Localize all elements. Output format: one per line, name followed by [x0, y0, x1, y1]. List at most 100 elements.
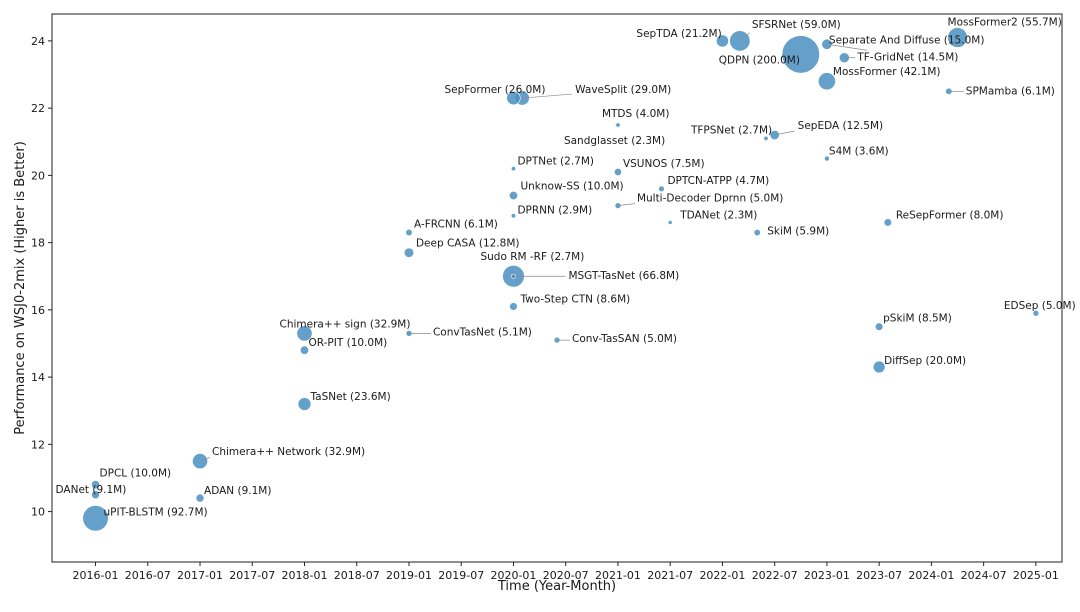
data-point [510, 166, 516, 172]
data-label: WaveSplit (29.0M) [575, 84, 671, 96]
data-label: TaSNet (23.6M) [310, 391, 391, 403]
x-tick-label: 2019-01 [386, 569, 432, 582]
data-label: Two-Step CTN (8.6M) [519, 293, 630, 305]
data-label: SPMamba (6.1M) [966, 85, 1055, 97]
leader-line [739, 32, 751, 42]
x-tick-label: 2024-01 [908, 569, 954, 582]
data-label: Multi-Decoder Dprnn (5.0M) [637, 193, 783, 205]
x-tick-label: 2019-07 [438, 569, 484, 582]
data-label: DANet (9.1M) [56, 484, 127, 496]
leader-line [826, 43, 867, 51]
leader-line [951, 37, 958, 46]
data-point [299, 345, 310, 355]
x-tick-label: 2018-01 [282, 569, 328, 582]
data-label: DPTNet (2.7M) [517, 156, 594, 168]
data-label: Deep CASA (12.8M) [416, 238, 520, 250]
data-point [195, 493, 205, 503]
data-label: pSkiM (8.5M) [883, 313, 952, 325]
data-label: SkiM (5.9M) [767, 226, 829, 238]
data-label: Chimera++ Network (32.9M) [212, 446, 365, 458]
data-label: DPCL (10.0M) [100, 468, 172, 480]
data-label: SepFormer (26.0M) [444, 84, 545, 96]
data-label: MossFormer (42.1M) [833, 66, 941, 78]
data-label: MTDS (4.0M) [602, 108, 670, 120]
data-label: ADAN (9.1M) [204, 485, 271, 497]
data-point [82, 505, 109, 532]
data-label: SepTDA (21.2M) [636, 28, 721, 40]
x-axis-title: Time (Year-Month) [497, 579, 616, 594]
data-point [510, 213, 517, 219]
leader-line [199, 456, 211, 462]
data-label: EDSep (5.0M) [1004, 300, 1076, 312]
data-label: ReSepFormer (8.0M) [896, 209, 1004, 221]
data-label: DPTCN-ATPP (4.7M) [667, 175, 769, 187]
data-point [509, 302, 518, 311]
x-tick-label: 2017-01 [177, 569, 223, 582]
x-tick-label: 2023-07 [856, 569, 902, 582]
y-tick-label: 18 [31, 237, 45, 250]
data-point [405, 228, 413, 237]
data-point [763, 135, 769, 141]
data-label: DPRNN (2.9M) [517, 205, 592, 217]
data-point [753, 228, 761, 237]
x-tick-label: 2022-07 [752, 569, 798, 582]
data-point [615, 122, 621, 128]
leader-line [522, 93, 573, 99]
x-tick-label: 2016-01 [73, 569, 119, 582]
data-point [817, 72, 836, 91]
leader-line [774, 130, 795, 136]
data-label: Sudo RM -RF (2.7M) [480, 251, 584, 263]
data-label: QDPN (200.0M) [719, 54, 800, 66]
data-point [91, 490, 100, 500]
data-label: Chimera++ sign (32.9M) [280, 318, 411, 330]
data-label: uPIT-BLSTM (92.7M) [104, 506, 208, 518]
data-point [403, 247, 415, 258]
data-point [716, 34, 729, 48]
data-label: TDANet (2.3M) [679, 209, 757, 221]
data-point [614, 168, 622, 176]
data-labels: uPIT-BLSTM (92.7M) DANet (9.1M) DPCL (10.0… [56, 17, 1076, 519]
y-tick-label: 22 [31, 102, 45, 115]
data-label: Separate And Diffuse (15.0M) [829, 34, 985, 46]
data-label: Unknow-SS (10.0M) [520, 181, 623, 193]
data-label: Conv-TasSAN (5.0M) [572, 333, 677, 345]
y-tick-label: 14 [31, 371, 45, 384]
leader-line [617, 203, 635, 206]
y-tick-label: 20 [31, 169, 45, 182]
axes: 2016-01 2016-07 2017-01 2017-07 2018-01 2018-… [13, 13, 1063, 594]
data-point [883, 218, 892, 227]
y-axis-title: Performance on WSJ0-2mix (Higher is Bett… [13, 141, 28, 435]
data-label: S4M (3.6M) [829, 146, 889, 158]
x-tick-label: 2020-01 [490, 569, 536, 582]
data-point [824, 155, 830, 162]
data-label: TFPSNet (2.7M) [690, 124, 772, 136]
data-label: VSUNOS (7.5M) [623, 158, 705, 170]
data-label: TF-GridNet (14.5M) [856, 52, 958, 64]
x-tick-label: 2018-07 [334, 569, 380, 582]
y-tick-label: 10 [31, 506, 45, 519]
data-label: OR-PIT (10.0M) [309, 337, 388, 349]
x-tick-label: 2021-07 [647, 569, 693, 582]
data-label: SepEDA (12.5M) [798, 120, 883, 132]
x-tick-label: 2016-07 [125, 569, 171, 582]
y-tick-label: 24 [31, 35, 45, 48]
data-point [874, 322, 884, 331]
plot-frame [51, 13, 1063, 563]
data-point [506, 90, 521, 106]
x-tick-label: 2020-07 [543, 569, 589, 582]
data-point [297, 397, 312, 411]
data-label: ConvTasNet (5.1M) [433, 326, 532, 338]
x-tick-label: 2021-01 [595, 569, 641, 582]
data-label: DiffSep (20.0M) [884, 355, 966, 367]
y-tick-label: 16 [31, 304, 45, 317]
x-tick-label: 2017-07 [229, 569, 275, 582]
data-point [658, 185, 665, 193]
data-label: Sandglasset (2.3M) [564, 135, 665, 147]
x-tick-label: 2024-07 [961, 569, 1007, 582]
data-point [781, 35, 820, 74]
data-point [91, 480, 101, 490]
x-tick-label: 2023-01 [804, 569, 850, 582]
data-point [872, 360, 886, 374]
